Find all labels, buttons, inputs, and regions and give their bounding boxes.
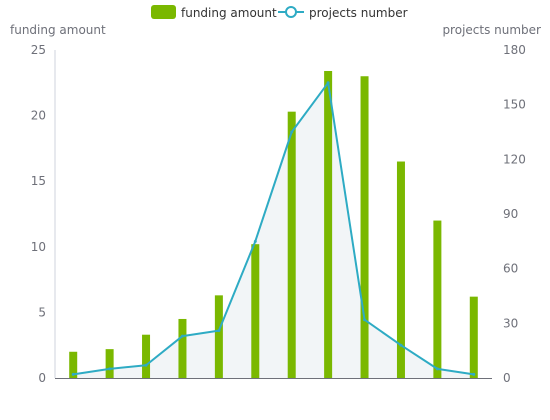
funding-amount-bar[interactable] xyxy=(69,351,78,378)
projects-number-point[interactable] xyxy=(144,363,148,367)
funding-amount-bar[interactable] xyxy=(251,244,260,378)
legend-marker-projects-number[interactable] xyxy=(285,6,297,18)
y-right-tick-label: 30 xyxy=(503,316,518,330)
projects-number-line xyxy=(71,81,476,376)
projects-number-point[interactable] xyxy=(71,372,75,376)
projects-number-point[interactable] xyxy=(253,239,257,243)
y-right-tick-label: 120 xyxy=(503,152,526,166)
y-right-axis-title: projects number xyxy=(442,23,541,37)
funding-amount-bar[interactable] xyxy=(214,295,223,378)
funding-amount-bar[interactable] xyxy=(396,161,405,378)
funding-amount-bar[interactable] xyxy=(105,349,114,378)
y-right-tick-labels: 0 30 60 90 120 150 180 xyxy=(503,43,526,385)
y-right-tick-label: 180 xyxy=(503,43,526,57)
y-left-tick-label: 25 xyxy=(31,43,46,57)
funding-amount-bar[interactable] xyxy=(469,296,478,378)
y-left-tick-label: 5 xyxy=(38,305,46,319)
projects-number-point[interactable] xyxy=(180,334,184,338)
projects-number-area xyxy=(73,82,474,379)
projects-number-series-line[interactable] xyxy=(73,81,474,376)
y-right-tick-label: 150 xyxy=(503,98,526,112)
projects-number-point[interactable] xyxy=(363,318,367,322)
projects-number-point[interactable] xyxy=(399,343,403,347)
funding-amount-bar[interactable] xyxy=(324,70,333,378)
funding-amount-bars xyxy=(69,70,478,379)
y-left-axis-title: funding amount xyxy=(10,23,106,37)
y-left-tick-labels: 0 5 10 15 20 25 xyxy=(31,43,46,385)
projects-number-area-fill xyxy=(73,82,474,379)
funding-amount-bar[interactable] xyxy=(178,318,187,378)
projects-number-point[interactable] xyxy=(290,130,294,134)
y-left-tick-label: 20 xyxy=(31,109,46,123)
projects-number-point[interactable] xyxy=(472,372,476,376)
projects-number-point[interactable] xyxy=(217,329,221,333)
legend-label-funding-amount[interactable]: funding amount xyxy=(181,6,277,20)
y-right-tick-label: 60 xyxy=(503,262,518,276)
y-left-tick-label: 0 xyxy=(38,371,46,385)
legend-swatch-funding-amount[interactable] xyxy=(151,5,176,19)
funding-amount-bar[interactable] xyxy=(287,111,296,378)
funding-amount-bar[interactable] xyxy=(142,334,151,378)
projects-number-point[interactable] xyxy=(108,367,112,371)
y-left-tick-label: 10 xyxy=(31,240,46,254)
y-right-tick-label: 90 xyxy=(503,207,518,221)
projects-number-point[interactable] xyxy=(326,81,330,85)
y-left-tick-label: 15 xyxy=(31,174,46,188)
legend[interactable]: funding amount projects number xyxy=(151,5,408,20)
projects-number-point[interactable] xyxy=(435,367,439,371)
y-right-tick-label: 0 xyxy=(503,371,511,385)
funding-amount-bar[interactable] xyxy=(433,220,442,378)
funding-amount-bar[interactable] xyxy=(360,76,369,379)
legend-label-projects-number[interactable]: projects number xyxy=(309,6,408,20)
